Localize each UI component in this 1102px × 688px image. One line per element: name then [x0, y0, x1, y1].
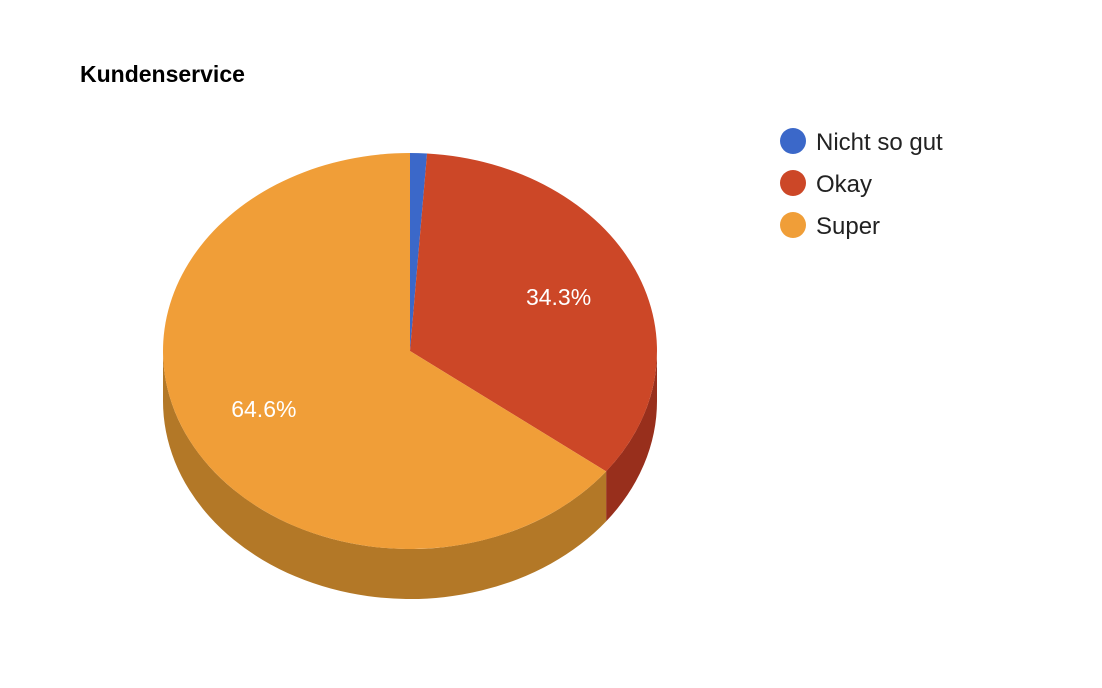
legend-swatch-okay: [780, 170, 806, 196]
pie-slice-okay[interactable]: [410, 153, 657, 472]
slice-label-super: 64.6%: [231, 396, 296, 422]
legend-label-nicht-so-gut: Nicht so gut: [816, 129, 943, 156]
legend: Nicht so gut Okay Super: [780, 128, 943, 240]
legend-item-super[interactable]: Super: [780, 212, 880, 240]
pie-sides: [163, 351, 657, 599]
slice-labels: 34.3% 64.6%: [231, 284, 591, 422]
pie-side-super: [163, 351, 607, 599]
legend-swatch-nicht-so-gut: [780, 128, 806, 154]
pie-slices: [163, 153, 657, 549]
pie-side-okay: [606, 351, 657, 522]
pie-slice-nicht-so-gut[interactable]: [410, 153, 428, 351]
legend-label-okay: Okay: [816, 171, 872, 198]
legend-label-super: Super: [816, 213, 880, 240]
legend-item-okay[interactable]: Okay: [780, 170, 872, 198]
slice-label-okay: 34.3%: [526, 284, 591, 310]
pie-slice-super[interactable]: [163, 153, 607, 549]
legend-swatch-super: [780, 212, 806, 238]
legend-item-nicht-so-gut[interactable]: Nicht so gut: [780, 128, 943, 156]
chart-title: Kundenservice: [80, 61, 245, 87]
